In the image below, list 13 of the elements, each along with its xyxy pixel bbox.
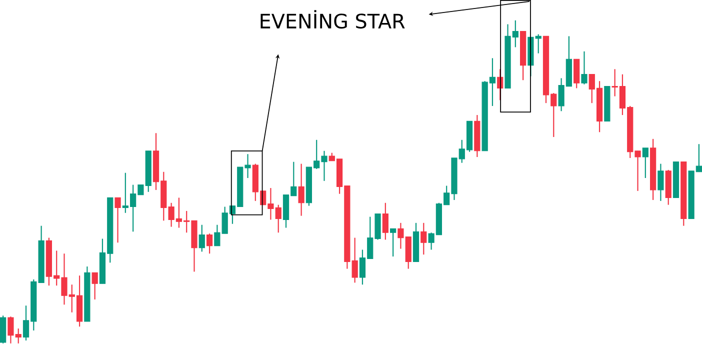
- candlestick: [420, 222, 427, 256]
- candlestick: [658, 163, 664, 202]
- candlestick: [206, 233, 213, 254]
- candlestick: [390, 228, 396, 258]
- candlestick: [92, 272, 98, 300]
- candlestick: [382, 202, 388, 240]
- candlestick: [298, 163, 304, 216]
- candlestick: [114, 197, 121, 244]
- candlestick: [574, 58, 580, 89]
- candlestick: [198, 224, 205, 252]
- candlestick: [581, 50, 588, 85]
- annotation: EVENİNG STAR: [260, 10, 405, 29]
- candlestick: [642, 147, 648, 179]
